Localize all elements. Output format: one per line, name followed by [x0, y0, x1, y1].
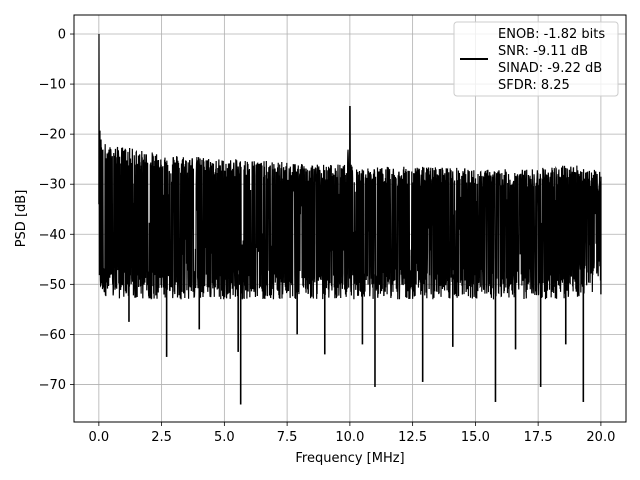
- legend-sinad: SINAD: -9.22 dB: [498, 61, 602, 76]
- x-tick-label: 15.0: [461, 430, 490, 445]
- x-tick-label: 0.0: [89, 430, 110, 445]
- x-tick-label: 5.0: [214, 430, 235, 445]
- x-tick-label: 20.0: [586, 430, 615, 445]
- plot-area: [98, 34, 602, 405]
- x-tick-label: 2.5: [151, 430, 172, 445]
- x-tick-label: 7.5: [277, 430, 298, 445]
- y-tick-label: 0: [58, 28, 66, 43]
- y-tick-label: −40: [39, 228, 66, 243]
- x-axis-ticks: 0.0 2.5 5.0 7.5 10.0 12.5 15.0 17.5 20.0: [89, 422, 615, 445]
- x-axis-label: Frequency [MHz]: [295, 451, 404, 466]
- x-tick-label: 17.5: [524, 430, 553, 445]
- y-axis-label: PSD [dB]: [14, 190, 29, 248]
- psd-series-line: [98, 34, 602, 300]
- legend-box: [453, 21, 619, 97]
- legend-enob: ENOB: -1.82 bits: [498, 27, 605, 42]
- x-tick-label: 12.5: [398, 430, 427, 445]
- x-tick-label: 10.0: [335, 430, 364, 445]
- y-axis-ticks: 0 −10 −20 −30 −40 −50 −60 −70: [39, 28, 74, 393]
- y-tick-label: −70: [39, 378, 66, 393]
- y-tick-label: −30: [39, 178, 66, 193]
- legend-snr: SNR: -9.11 dB: [498, 44, 588, 59]
- y-tick-label: −60: [39, 328, 66, 343]
- y-tick-label: −10: [39, 78, 66, 93]
- legend: ENOB: -1.82 bits SNR: -9.11 dB SINAD: -9…: [453, 21, 619, 97]
- legend-sfdr: SFDR: 8.25: [498, 78, 570, 93]
- y-tick-label: −20: [39, 128, 66, 143]
- y-tick-label: −50: [39, 278, 66, 293]
